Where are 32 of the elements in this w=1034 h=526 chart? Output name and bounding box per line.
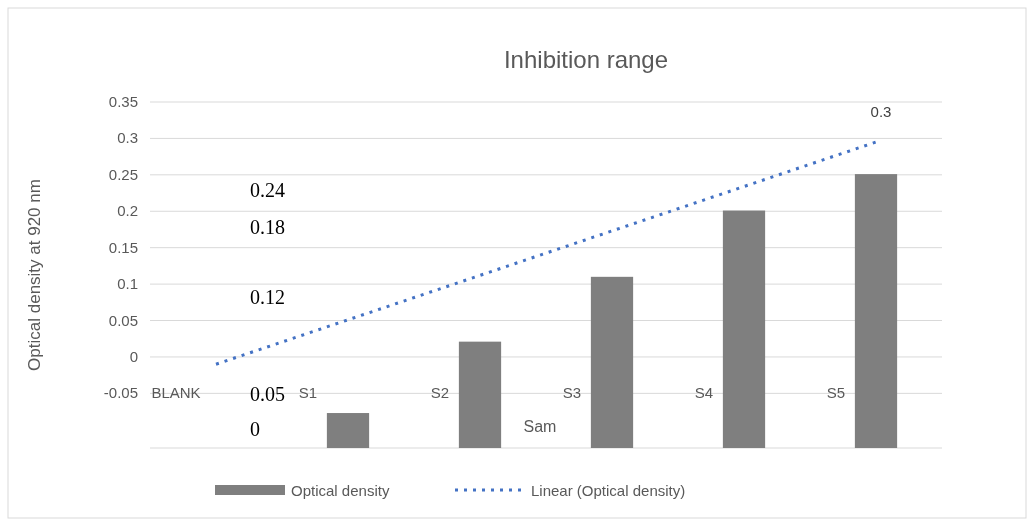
x-tick-label: S3 [562,384,582,402]
y-tick-label: 0.2 [117,202,138,220]
annotation: 0.24 [250,179,285,201]
y-tick-label: 0.15 [108,238,138,256]
chart-title: Inhibition range [503,46,669,73]
bar [458,341,502,448]
y-tick-label: 0 [129,347,138,365]
annotation: 0.3 [870,103,892,120]
x-tick-label: BLANK [151,384,201,402]
annotation: 0.18 [250,216,285,238]
line-series [214,140,878,366]
legend-label: Linear (Optical density) [531,482,686,499]
x-tick-label: S4 [694,384,714,402]
y-tick-label: -0.05 [103,384,138,402]
y-tick-label: 0.1 [117,275,138,293]
x-axis-title: Sam [523,418,557,435]
x-tick-label: S1 [298,384,318,402]
bar [326,413,370,448]
y-tick-label: 0.05 [108,311,138,329]
y-axis-title: Optical density at 920 nm [25,179,44,371]
bar [722,210,766,448]
annotation: 0.12 [250,286,285,308]
annotation: 0.05 [250,383,285,405]
y-tick-label: 0.25 [108,165,138,183]
x-tick-label: S2 [430,384,450,402]
legend-label: Optical density [291,482,390,499]
bar [854,174,898,448]
bar [590,276,634,448]
x-tick-label: S5 [826,384,846,402]
y-tick-label: 0.35 [108,93,138,110]
annotation: 0 [250,418,260,440]
y-tick-label: 0.3 [117,129,138,147]
